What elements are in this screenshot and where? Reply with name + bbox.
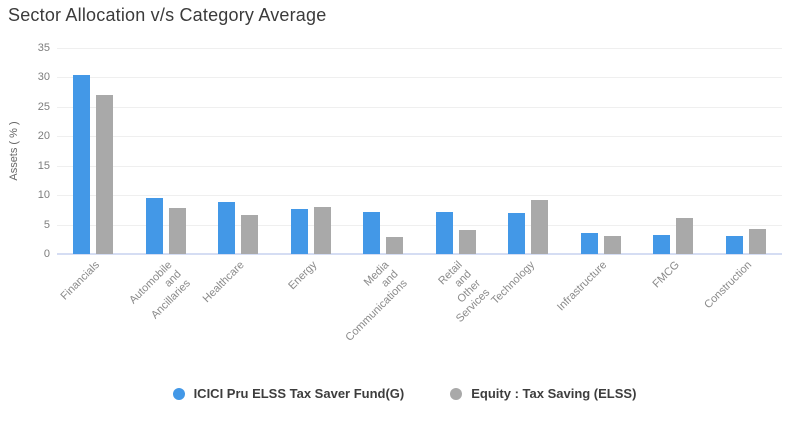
bar-fund-infrastructure[interactable] (580, 232, 598, 254)
y-tick-25: 25 (37, 100, 50, 113)
gridline (57, 48, 782, 49)
bar-category-energy[interactable] (313, 206, 331, 254)
legend-label-category: Equity : Tax Saving (ELSS) (471, 386, 637, 401)
x-label-infrastructure: Infrastructure (554, 259, 610, 314)
x-label-construction: Construction (702, 259, 755, 312)
bar-group-automobile-and-ancillaries (130, 48, 203, 254)
bar-fund-automobile-and-ancillaries[interactable] (145, 197, 163, 254)
y-tick-15: 15 (37, 159, 50, 172)
x-label-automobile-and-ancillaries: Automobile and Ancillaries (126, 259, 193, 322)
legend-marker-circle-category (450, 387, 463, 400)
bar-group-energy (275, 48, 348, 254)
legend-item-category[interactable]: Equity : Tax Saving (ELSS) (450, 386, 636, 401)
bar-groups (57, 48, 782, 254)
y-tick-0: 0 (43, 248, 50, 260)
bar-group-healthcare (202, 48, 275, 254)
x-label-financials: Financials (58, 259, 102, 303)
y-tick-35: 35 (37, 42, 50, 54)
gridline (57, 77, 782, 79)
bar-fund-energy[interactable] (290, 209, 308, 254)
x-label-media-and-communications: Media and Communications (343, 259, 411, 344)
legend-marker-circle-fund (172, 387, 185, 400)
bar-group-fmcg (637, 48, 710, 254)
bar-category-automobile-and-ancillaries[interactable] (168, 208, 186, 254)
gridline (57, 165, 782, 167)
bar-fund-construction[interactable] (725, 236, 743, 254)
bar-fund-retail-and-other-services[interactable] (435, 211, 453, 254)
x-label-fmcg: FMCG (650, 259, 682, 291)
bar-group-financials (57, 48, 130, 254)
y-tick-20: 20 (37, 130, 50, 143)
gridline (57, 136, 782, 138)
bar-group-construction (710, 48, 783, 254)
legend-item-fund[interactable]: ICICI Pru ELSS Tax Saver Fund(G) (172, 386, 405, 401)
bar-group-retail-and-other-services (420, 48, 493, 254)
bar-category-healthcare[interactable] (241, 215, 259, 254)
y-axis: 35 30 25 20 15 10 5 0 (0, 42, 50, 260)
bar-category-media-and-communications[interactable] (386, 236, 404, 254)
legend: ICICI Pru ELSS Tax Saver Fund(G) Equity :… (0, 386, 809, 401)
bar-fund-technology[interactable] (508, 212, 526, 254)
x-label-retail-and-other-services: Retail and Other Services (435, 259, 492, 325)
chart-title: Sector Allocation v/s Category Average (8, 5, 327, 25)
bar-group-technology (492, 48, 565, 254)
bar-category-technology[interactable] (531, 200, 549, 254)
bar-category-financials[interactable] (96, 95, 114, 254)
plot-area (57, 48, 782, 255)
x-label-healthcare: Healthcare (200, 259, 247, 306)
x-label-energy: Energy (286, 259, 320, 293)
y-tick-30: 30 (37, 71, 50, 84)
x-axis-line (57, 253, 782, 255)
bar-fund-media-and-communications[interactable] (363, 211, 381, 254)
bar-fund-financials[interactable] (73, 74, 91, 254)
bar-category-infrastructure[interactable] (603, 236, 621, 254)
gridline (57, 106, 782, 108)
gridline (57, 224, 782, 226)
bar-category-construction[interactable] (748, 228, 766, 254)
bar-fund-healthcare[interactable] (218, 201, 236, 254)
bar-category-fmcg[interactable] (676, 217, 694, 254)
y-tick-5: 5 (43, 218, 50, 231)
x-label-technology: Technology (488, 259, 537, 307)
legend-label-fund: ICICI Pru ELSS Tax Saver Fund(G) (193, 386, 405, 401)
bar-category-retail-and-other-services[interactable] (458, 230, 476, 254)
bar-group-infrastructure (565, 48, 638, 254)
bar-group-media-and-communications (347, 48, 420, 254)
gridline (57, 195, 782, 197)
x-axis-labels: Financials Automobile and Ancillaries Heal… (57, 259, 782, 377)
bar-fund-fmcg[interactable] (653, 235, 671, 254)
y-tick-10: 10 (37, 189, 50, 202)
